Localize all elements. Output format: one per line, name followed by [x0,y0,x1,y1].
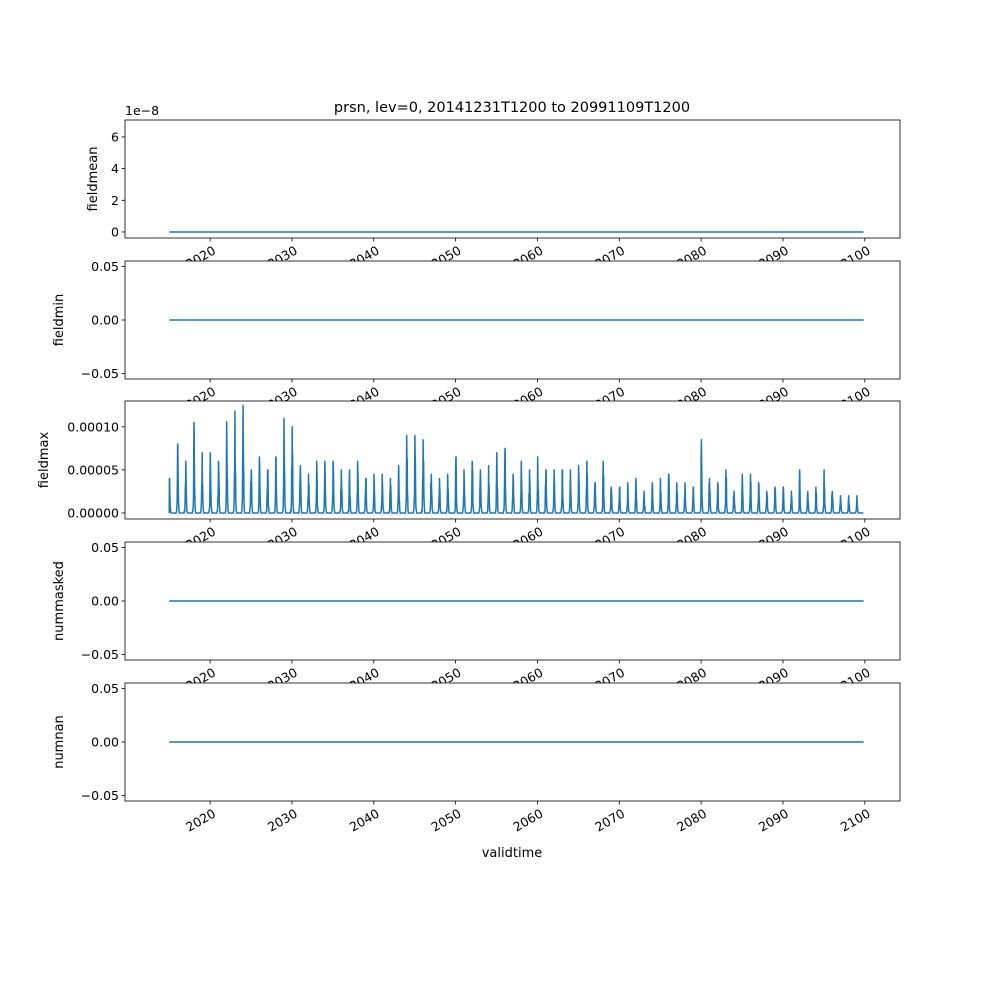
y-tick-label: 0.00 [91,313,119,328]
y-tick-label: 0.05 [91,259,119,274]
y-tick-label: 0.00000 [67,505,119,520]
y-tick-label: 4 [111,161,119,176]
y-tick-label: 0.00010 [67,419,119,434]
chart-title: prsn, lev=0, 20141231T1200 to 20991109T1… [334,100,690,116]
axes-frame [124,119,901,239]
axes-frame [124,400,901,520]
series-line-fieldmax [168,404,864,514]
y-tick-label: 0.05 [91,540,119,555]
y-axis-label: nummasked [52,561,67,641]
axes-background [125,120,900,238]
y-tick-label: 2 [111,193,119,208]
x-axis-label: validtime [482,846,543,861]
y-axis-label: fieldmean [86,147,101,212]
y-axis-label: fieldmax [37,432,52,489]
axes-frame [124,682,901,802]
y-tick-label: 0.00 [91,594,119,609]
y-tick-label: 0.05 [91,681,119,696]
y-tick-label: 0.00 [91,735,119,750]
y-tick-label: 0.00005 [67,462,119,477]
y-axis-label: numnan [52,715,67,769]
axes-frame [124,541,901,661]
y-tick-label: −0.05 [81,366,119,381]
y-tick-label: 6 [111,129,119,144]
y-axis-label: fieldmin [52,294,67,347]
y-tick-label: −0.05 [81,788,119,803]
axes-frame [124,260,901,380]
y-tick-label: 0 [111,224,119,239]
y-offset-text: 1e−8 [125,103,159,118]
y-tick-label: −0.05 [81,647,119,662]
